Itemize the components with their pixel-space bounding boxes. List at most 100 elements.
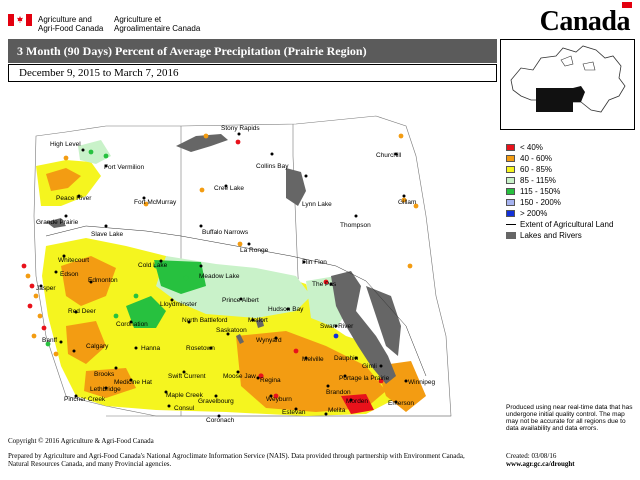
created-info: Created: 03/08/16 www.agr.gc.ca/drought: [506, 452, 575, 468]
precip-zone-edmonton-dry: [61, 256, 116, 306]
legend-gt200: > 200%: [504, 208, 636, 219]
label-portage: Portage la Prairie: [339, 375, 390, 382]
canada-wordmark: Canada: [539, 2, 632, 38]
label-north-battleford: North Battleford: [182, 317, 228, 324]
legend-60-85: 60 - 85%: [504, 164, 636, 175]
label-la-ronge: La Ronge: [240, 247, 269, 254]
label-rosetown: Rosetown: [186, 345, 215, 352]
wordmark-flag-icon: [622, 2, 632, 8]
precip-zone-high-level: [78, 140, 111, 164]
legend-115-150: 115 - 150%: [504, 186, 636, 197]
label-estevan: Estevan: [282, 409, 306, 416]
inset-prairie-highlight: [536, 88, 573, 112]
label-regina: Regina: [260, 377, 281, 384]
label-slave-lake: Slave Lake: [91, 231, 124, 238]
label-edmonton: Edmonton: [88, 277, 118, 284]
label-buffalo-narrows: Buffalo Narrows: [202, 229, 249, 236]
created-date: Created: 03/08/16: [506, 452, 557, 460]
label-gimli: Gimli: [362, 363, 377, 370]
label-brooks: Brooks: [94, 371, 115, 378]
label-peace-river: Peace River: [56, 195, 92, 202]
date-range: December 9, 2015 to March 7, 2016: [8, 64, 497, 82]
org-name-french: Agriculture et Agroalimentaire Canada: [114, 15, 224, 33]
org-name-english: Agriculture and Agri-Food Canada: [38, 15, 110, 33]
label-melita: Melita: [328, 407, 346, 414]
precip-zone-calgary-dry: [66, 321, 106, 364]
label-lloydminster: Lloydminster: [160, 301, 198, 308]
label-morden: Morden: [346, 398, 368, 405]
label-whitecourt: Whitecourt: [58, 257, 89, 264]
station-dots: [21, 133, 419, 409]
label-brandon: Brandon: [326, 389, 351, 396]
org-fr-line1: Agriculture et: [114, 15, 162, 24]
label-grande-prairie: Grande Prairie: [36, 219, 79, 226]
label-wynyard: Wynyard: [256, 337, 282, 344]
precip-zone-hanna-wet: [126, 296, 166, 328]
org-en-line2: Agri-Food Canada: [38, 24, 104, 33]
label-lynn-lake: Lynn Lake: [302, 201, 332, 208]
label-fort-vermilion: Fort Vermilion: [104, 164, 144, 171]
lake-athabasca: [176, 134, 228, 152]
label-coronation: Coronation: [116, 321, 148, 328]
label-fort-mcmurray: Fort McMurray: [134, 199, 177, 206]
label-swan-river: Swan River: [320, 323, 354, 330]
label-cree-lake: Cree Lake: [214, 185, 244, 192]
label-gillam: Gillam: [398, 199, 416, 206]
legend-40-60: 40 - 60%: [504, 153, 636, 164]
label-pincher-creek: Pincher Creek: [64, 396, 106, 403]
legend-85-115: 85 - 115%: [504, 175, 636, 186]
label-moose-jaw: Moose Jaw: [223, 373, 256, 380]
label-stony-rapids: Stony Rapids: [221, 125, 260, 132]
label-banff: Banff: [42, 337, 57, 344]
label-melfort: Melfort: [248, 317, 268, 324]
label-emerson: Emerson: [388, 400, 414, 407]
legend-lt40: < 40%: [504, 142, 636, 153]
precipitation-map: Stony Rapids High Level Fort Vermilion C…: [21, 115, 452, 424]
lake-winnipegosis-manitoba: [331, 271, 396, 384]
label-winnipeg: Winnipeg: [408, 379, 435, 386]
label-maple-creek: Maple Creek: [166, 392, 204, 399]
label-thompson: Thompson: [340, 222, 371, 229]
prepared-by: Prepared by Agriculture and Agri-Food Ca…: [8, 452, 465, 468]
label-lethbridge: Lethbridge: [90, 386, 121, 393]
legend-150-200: 150 - 200%: [504, 197, 636, 208]
reindeer-lake: [286, 168, 306, 206]
label-melville: Melville: [302, 356, 324, 363]
lake-winnipeg: [366, 286, 401, 356]
label-medicine-hat: Medicine Hat: [114, 379, 152, 386]
label-edson: Edson: [60, 271, 79, 278]
label-flin-flon: Flin Flon: [302, 259, 327, 266]
label-weyburn: Weyburn: [266, 396, 292, 403]
wordmark-text: Canada: [539, 6, 631, 37]
website-link[interactable]: www.agr.gc.ca/drought: [506, 460, 575, 468]
precip-zone-lethbridge-dry: [84, 368, 136, 398]
precip-zone-lloydminster-wet: [154, 260, 206, 294]
label-collins-bay: Collins Bay: [256, 163, 289, 170]
label-jasper: Jasper: [36, 285, 56, 292]
map-legend: < 40% 40 - 60% 60 - 85% 85 - 115% 115 - …: [504, 142, 636, 241]
legend-lakes: Lakes and Rivers: [504, 230, 636, 241]
city-labels: Stony Rapids High Level Fort Vermilion C…: [36, 125, 435, 424]
org-fr-line2: Agroalimentaire Canada: [114, 24, 201, 33]
inset-locator-map: [500, 39, 635, 130]
org-en-line1: Agriculture and: [38, 15, 92, 24]
label-swift-current: Swift Current: [168, 373, 206, 380]
label-the-pas: The Pas: [312, 281, 337, 288]
label-coronach: Coronach: [206, 417, 235, 424]
map-title: 3 Month (90 Days) Percent of Average Pre…: [8, 39, 497, 63]
precip-zone-regina-dry: [236, 331, 386, 412]
label-hanna: Hanna: [141, 345, 161, 352]
lesser-slave-lake: [46, 218, 66, 228]
legend-ag-extent: Extent of Agricultural Land: [504, 219, 636, 230]
label-hudson-bay: Hudson Bay: [268, 306, 304, 313]
label-dauphin: Dauphin: [334, 355, 359, 362]
label-churchill: Churchill: [376, 152, 402, 159]
label-cold-lake: Cold Lake: [138, 262, 168, 269]
label-consul: Consul: [174, 405, 195, 412]
ag-extent-line: [45, 225, 427, 377]
label-saskatoon: Saskatoon: [216, 327, 247, 334]
header: Agriculture and Agri-Food Canada Agricul…: [0, 0, 640, 38]
label-gravelbourg: Gravelbourg: [198, 398, 234, 405]
label-high-level: High Level: [50, 141, 81, 148]
label-prince-albert: Prince Albert: [222, 297, 259, 304]
